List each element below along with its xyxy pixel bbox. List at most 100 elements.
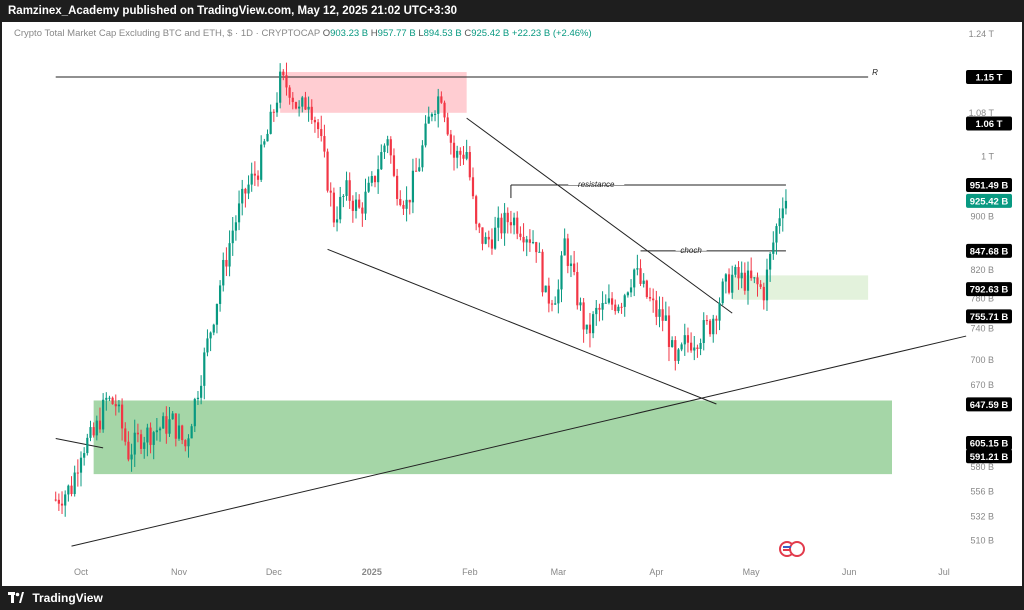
candle-body	[98, 420, 102, 430]
candle-body	[781, 208, 784, 219]
candle-body	[76, 472, 79, 474]
close-value: 925.42 B	[471, 28, 510, 39]
candle-body	[335, 219, 339, 223]
low-value: 894.53 B	[423, 28, 462, 39]
candle-body	[535, 242, 538, 253]
candle-body	[588, 324, 592, 334]
candle-body	[117, 404, 121, 407]
candle-body	[108, 397, 111, 399]
candle-body	[95, 420, 98, 436]
candle-body	[459, 150, 462, 155]
x-tick-label: Oct	[74, 567, 89, 577]
candle-body	[203, 352, 206, 386]
candle-body	[727, 274, 731, 293]
candle-body	[664, 315, 667, 321]
candle-body	[342, 195, 345, 197]
price-tag	[966, 178, 1012, 193]
downtrend-upper-line	[466, 117, 733, 314]
candle-body	[667, 315, 671, 347]
candle-body	[329, 190, 332, 193]
price-tag-label: 591.21 B	[970, 452, 1009, 463]
price-tag	[966, 193, 1012, 208]
candle-body	[769, 253, 772, 270]
candle-body	[585, 324, 588, 330]
candle-body	[282, 71, 285, 76]
price-tag	[966, 449, 1012, 464]
candle-body	[478, 223, 481, 228]
candle-body	[693, 347, 696, 351]
price-tag	[966, 116, 1012, 131]
candle-body	[209, 332, 212, 339]
high-value: 957.77 B	[377, 28, 416, 39]
candle-body	[323, 136, 326, 152]
candle-body	[389, 139, 392, 156]
candle-body	[301, 97, 304, 107]
candle-body	[721, 281, 724, 304]
candle-body	[269, 111, 272, 134]
candle-body	[57, 499, 60, 504]
candle-body	[427, 116, 430, 124]
candle-body	[225, 259, 228, 267]
candle-body	[212, 324, 215, 333]
candle-body	[468, 152, 471, 178]
candle-body	[339, 196, 342, 220]
candle-body	[89, 427, 92, 438]
price-tag-label: 605.15 B	[970, 439, 1009, 450]
candle-body	[775, 226, 778, 243]
price-tag-label: 1.15 T	[976, 73, 1003, 84]
candle-body	[569, 263, 573, 266]
candle-body	[708, 320, 712, 335]
candle-body	[430, 114, 433, 117]
change-value: +22.23 B (+2.46%)	[511, 28, 592, 39]
annotation-r: R	[872, 68, 878, 77]
candle-body	[60, 503, 64, 506]
x-tick-label: Jun	[842, 567, 857, 577]
candle-body	[604, 302, 607, 304]
candle-body	[740, 272, 743, 279]
candle-body	[547, 285, 550, 304]
x-tick-label: Dec	[266, 567, 283, 577]
candle-body	[275, 102, 279, 113]
candle-body	[361, 207, 364, 214]
candle-body	[759, 284, 762, 287]
candle-body	[392, 155, 396, 176]
candle-body	[351, 200, 354, 211]
candle-body	[279, 71, 282, 103]
candle-body	[386, 139, 389, 146]
candle-body	[705, 320, 709, 322]
candle-body	[231, 230, 234, 244]
candle-body	[737, 266, 740, 279]
candle-body	[595, 307, 598, 315]
candle-body	[620, 306, 623, 308]
candle-body	[114, 404, 117, 407]
candle-body	[746, 270, 750, 291]
candle-body	[446, 117, 449, 135]
candle-body	[241, 188, 244, 204]
close-key: C	[464, 28, 472, 39]
candle-body	[228, 243, 231, 267]
candle-body	[130, 454, 133, 460]
candle-body	[614, 304, 617, 312]
y-tick-label: 532 B	[970, 511, 994, 521]
x-tick-label: Feb	[462, 567, 478, 577]
candle-body	[750, 270, 753, 279]
candle-body	[373, 176, 377, 183]
y-tick-label: 510 B	[970, 536, 994, 546]
footer-bar: TradingView	[0, 586, 1024, 610]
annotation-bg	[675, 241, 707, 251]
candle-body	[655, 300, 658, 317]
candle-body	[136, 432, 140, 435]
candle-body	[304, 97, 307, 110]
candle-body	[522, 236, 525, 243]
candle-body	[408, 199, 411, 203]
candle-body	[120, 404, 124, 429]
annotation-resistance: resistance	[578, 180, 615, 189]
candle-body	[127, 441, 130, 460]
candle-body	[313, 119, 317, 123]
candle-body	[177, 425, 181, 439]
candle-body	[326, 151, 329, 191]
candle-body	[648, 297, 652, 299]
y-tick-label: 700 B	[970, 355, 994, 365]
candle-body	[762, 286, 765, 301]
